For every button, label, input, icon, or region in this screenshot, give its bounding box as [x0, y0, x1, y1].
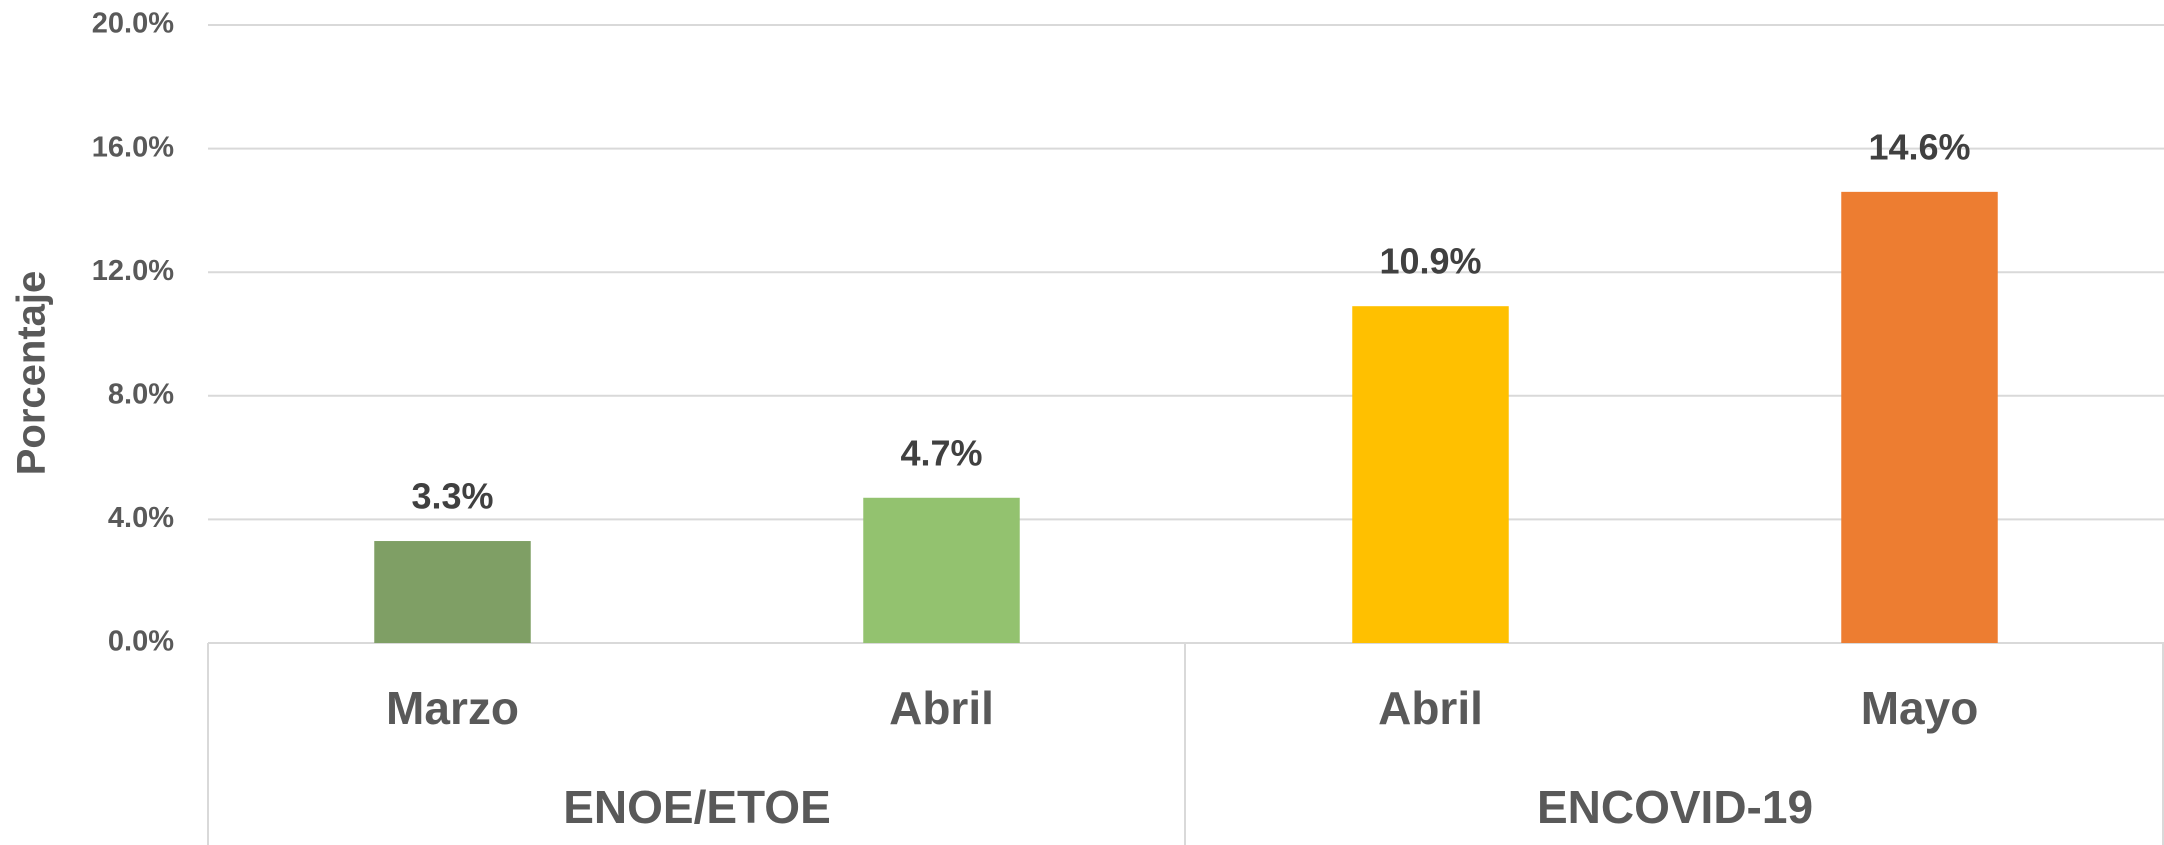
- x-tick-label: Marzo: [386, 682, 519, 734]
- bar: [1352, 306, 1509, 643]
- value-label: 4.7%: [900, 432, 982, 473]
- x-tick-label: Abril: [889, 682, 994, 734]
- x-tick-label: Abril: [1378, 682, 1483, 734]
- group-label: ENCOVID-19: [1537, 781, 1813, 833]
- y-tick-label: 4.0%: [108, 502, 174, 534]
- y-axis-title: Porcentaje: [10, 271, 54, 476]
- bar: [863, 497, 1020, 643]
- y-tick-label: 12.0%: [92, 255, 174, 287]
- x-tick-label: Mayo: [1861, 682, 1979, 734]
- bar: [374, 541, 531, 643]
- bar: [1841, 191, 1998, 644]
- value-label: 3.3%: [411, 476, 493, 517]
- y-tick-label: 0.0%: [108, 626, 174, 658]
- value-label: 10.9%: [1379, 241, 1481, 282]
- y-tick-label: 20.0%: [92, 8, 174, 40]
- value-label: 14.6%: [1868, 126, 1970, 167]
- y-tick-label: 8.0%: [108, 378, 174, 410]
- group-label: ENOE/ETOE: [563, 781, 831, 833]
- y-tick-label: 16.0%: [92, 131, 174, 163]
